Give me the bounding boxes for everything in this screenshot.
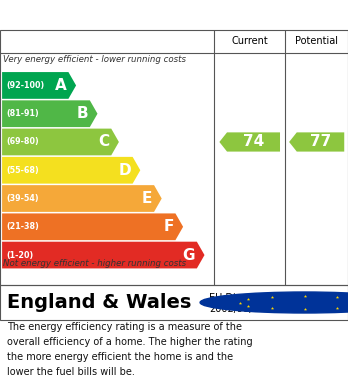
Text: Energy Efficiency Rating: Energy Efficiency Rating bbox=[10, 6, 239, 24]
Text: (55-68): (55-68) bbox=[6, 166, 39, 175]
Polygon shape bbox=[2, 242, 205, 269]
Text: F: F bbox=[163, 219, 174, 234]
Circle shape bbox=[200, 292, 348, 313]
Text: Very energy efficient - lower running costs: Very energy efficient - lower running co… bbox=[3, 55, 187, 64]
Text: The energy efficiency rating is a measure of the
overall efficiency of a home. T: The energy efficiency rating is a measur… bbox=[7, 322, 253, 377]
Text: D: D bbox=[118, 163, 131, 178]
Polygon shape bbox=[2, 213, 183, 240]
Text: B: B bbox=[77, 106, 88, 121]
Polygon shape bbox=[289, 133, 344, 152]
Polygon shape bbox=[2, 100, 97, 127]
Text: G: G bbox=[183, 248, 195, 262]
Polygon shape bbox=[2, 157, 140, 184]
Polygon shape bbox=[2, 185, 162, 212]
Text: C: C bbox=[98, 135, 110, 149]
Text: E: E bbox=[142, 191, 152, 206]
Polygon shape bbox=[2, 129, 119, 155]
Text: England & Wales: England & Wales bbox=[7, 293, 191, 312]
Polygon shape bbox=[219, 133, 280, 152]
Text: (81-91): (81-91) bbox=[6, 109, 39, 118]
Text: (92-100): (92-100) bbox=[6, 81, 45, 90]
Text: 2002/91/EC: 2002/91/EC bbox=[209, 304, 265, 314]
Text: 77: 77 bbox=[310, 135, 331, 149]
Text: (69-80): (69-80) bbox=[6, 138, 39, 147]
Text: EU Directive: EU Directive bbox=[209, 293, 269, 303]
Text: Current: Current bbox=[231, 36, 268, 47]
Text: Potential: Potential bbox=[295, 36, 338, 47]
Text: Not energy efficient - higher running costs: Not energy efficient - higher running co… bbox=[3, 259, 187, 268]
Text: (1-20): (1-20) bbox=[6, 251, 33, 260]
Text: 74: 74 bbox=[243, 135, 264, 149]
Text: (21-38): (21-38) bbox=[6, 222, 39, 231]
Text: (39-54): (39-54) bbox=[6, 194, 39, 203]
Text: A: A bbox=[55, 78, 67, 93]
Polygon shape bbox=[2, 72, 76, 99]
